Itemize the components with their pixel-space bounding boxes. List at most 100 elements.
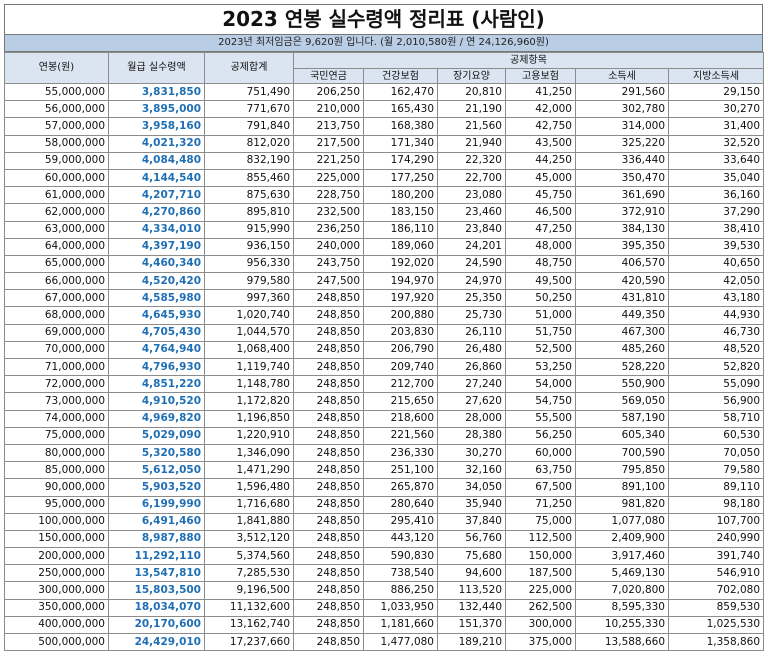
health-insurance-cell: 197,920 — [363, 289, 438, 308]
table-row: 75,000,000 5,029,090 1,220,910 248,850 221,5… — [4, 426, 765, 445]
national-pension-cell: 248,850 — [293, 443, 364, 463]
long-term-care-cell: 20,810 — [437, 82, 506, 102]
income-tax-cell: 550,900 — [575, 375, 669, 394]
income-tax-cell: 981,820 — [575, 495, 669, 514]
table-row: 85,000,000 5,612,050 1,471,290 248,850 251,1… — [4, 461, 765, 480]
health-insurance-cell: 236,330 — [363, 443, 438, 463]
national-pension-cell: 228,750 — [293, 186, 364, 205]
table-row: 65,000,000 4,460,340 956,330 243,750 192,020… — [4, 254, 765, 274]
national-pension-cell: 232,500 — [293, 203, 364, 222]
income-tax-cell: 528,220 — [575, 357, 669, 377]
income-tax-cell: 700,590 — [575, 443, 669, 463]
employment-insurance-cell: 262,500 — [505, 598, 576, 617]
health-insurance-cell: 738,540 — [363, 564, 438, 583]
health-insurance-cell: 886,250 — [363, 581, 438, 600]
local-income-tax-cell: 42,050 — [667, 272, 765, 291]
salary-cell: 74,000,000 — [4, 409, 109, 428]
deduction-total-cell: 791,840 — [204, 117, 294, 136]
long-term-care-cell: 22,700 — [437, 168, 506, 188]
table-row: 400,000,000 20,170,600 13,162,740 248,850 1,… — [4, 615, 765, 635]
deduction-total-cell: 13,162,740 — [204, 615, 294, 635]
deduction-total-cell: 9,196,500 — [204, 581, 294, 600]
national-pension-cell: 248,850 — [293, 392, 364, 411]
salary-cell: 80,000,000 — [4, 443, 109, 463]
monthly-net-cell: 3,831,850 — [108, 82, 205, 102]
deduction-total-cell: 1,596,480 — [204, 478, 294, 497]
deduction-total-cell: 11,132,600 — [204, 598, 294, 617]
long-term-care-cell: 21,560 — [437, 117, 506, 136]
national-pension-cell: 248,850 — [293, 598, 364, 617]
deduction-total-cell: 1,119,740 — [204, 357, 294, 377]
income-tax-cell: 605,340 — [575, 426, 669, 445]
health-insurance-cell: 203,830 — [363, 323, 438, 342]
salary-cell: 56,000,000 — [4, 100, 109, 119]
header-national-pension: 국민연금 — [293, 68, 364, 84]
deduction-total-cell: 1,716,680 — [204, 495, 294, 514]
health-insurance-cell: 171,340 — [363, 134, 438, 153]
monthly-net-cell: 4,764,940 — [108, 340, 205, 360]
local-income-tax-cell: 55,090 — [667, 375, 765, 394]
long-term-care-cell: 25,350 — [437, 289, 506, 308]
table-row: 60,000,000 4,144,540 855,460 225,000 177,250… — [4, 168, 765, 188]
monthly-net-cell: 3,958,160 — [108, 117, 205, 136]
monthly-net-cell: 4,084,480 — [108, 151, 205, 170]
long-term-care-cell: 27,240 — [437, 375, 506, 394]
national-pension-cell: 248,850 — [293, 478, 364, 497]
monthly-net-cell: 4,851,220 — [108, 375, 205, 394]
monthly-net-cell: 24,429,010 — [108, 632, 205, 652]
health-insurance-cell: 265,870 — [363, 478, 438, 497]
income-tax-cell: 291,560 — [575, 82, 669, 102]
local-income-tax-cell: 30,270 — [667, 100, 765, 119]
health-insurance-cell: 218,600 — [363, 409, 438, 428]
monthly-net-cell: 4,969,820 — [108, 409, 205, 428]
local-income-tax-cell: 36,160 — [667, 186, 765, 205]
local-income-tax-cell: 240,990 — [667, 529, 765, 549]
employment-insurance-cell: 51,000 — [505, 306, 576, 325]
salary-table-container: 2023 연봉 실수령액 정리표 (사람인) 2023년 최저임금은 9,620… — [4, 4, 765, 652]
local-income-tax-cell: 33,640 — [667, 151, 765, 170]
salary-cell: 61,000,000 — [4, 186, 109, 205]
table-row: 300,000,000 15,803,500 9,196,500 248,850 886… — [4, 581, 765, 600]
income-tax-cell: 2,409,900 — [575, 529, 669, 549]
national-pension-cell: 248,850 — [293, 512, 364, 531]
deduction-total-cell: 895,810 — [204, 203, 294, 222]
long-term-care-cell: 24,590 — [437, 254, 506, 274]
income-tax-cell: 395,350 — [575, 237, 669, 256]
monthly-net-cell: 18,034,070 — [108, 598, 205, 617]
salary-cell: 59,000,000 — [4, 151, 109, 170]
monthly-net-cell: 8,987,880 — [108, 529, 205, 549]
health-insurance-cell: 186,110 — [363, 220, 438, 239]
health-insurance-cell: 165,430 — [363, 100, 438, 119]
deduction-total-cell: 1,220,910 — [204, 426, 294, 445]
monthly-net-cell: 11,292,110 — [108, 547, 205, 566]
income-tax-cell: 372,910 — [575, 203, 669, 222]
health-insurance-cell: 200,880 — [363, 306, 438, 325]
table-row: 500,000,000 24,429,010 17,237,660 248,850 1,… — [4, 632, 765, 652]
long-term-care-cell: 75,680 — [437, 547, 506, 566]
employment-insurance-cell: 56,250 — [505, 426, 576, 445]
table-row: 72,000,000 4,851,220 1,148,780 248,850 212,7… — [4, 375, 765, 394]
table-row: 73,000,000 4,910,520 1,172,820 248,850 215,6… — [4, 392, 765, 411]
health-insurance-cell: 168,380 — [363, 117, 438, 136]
salary-cell: 67,000,000 — [4, 289, 109, 308]
health-insurance-cell: 194,970 — [363, 272, 438, 291]
header-deduction-items: 공제항목 — [292, 52, 765, 69]
table-row: 350,000,000 18,034,070 11,132,600 248,850 1,… — [4, 598, 765, 617]
long-term-care-cell: 34,050 — [437, 478, 506, 497]
salary-cell: 66,000,000 — [4, 272, 109, 291]
deduction-total-cell: 17,237,660 — [204, 632, 294, 652]
national-pension-cell: 248,850 — [293, 289, 364, 308]
deduction-total-cell: 1,346,090 — [204, 443, 294, 463]
deduction-total-cell: 1,471,290 — [204, 461, 294, 480]
long-term-care-cell: 27,620 — [437, 392, 506, 411]
health-insurance-cell: 295,410 — [363, 512, 438, 531]
table-row: 66,000,000 4,520,420 979,580 247,500 194,970… — [4, 272, 765, 291]
national-pension-cell: 247,500 — [293, 272, 364, 291]
income-tax-cell: 7,020,800 — [575, 581, 669, 600]
table-row: 59,000,000 4,084,480 832,190 221,250 174,290… — [4, 151, 765, 170]
employment-insurance-cell: 49,500 — [505, 272, 576, 291]
local-income-tax-cell: 58,710 — [667, 409, 765, 428]
salary-cell: 70,000,000 — [4, 340, 109, 360]
employment-insurance-cell: 187,500 — [505, 564, 576, 583]
monthly-net-cell: 4,270,860 — [108, 203, 205, 222]
